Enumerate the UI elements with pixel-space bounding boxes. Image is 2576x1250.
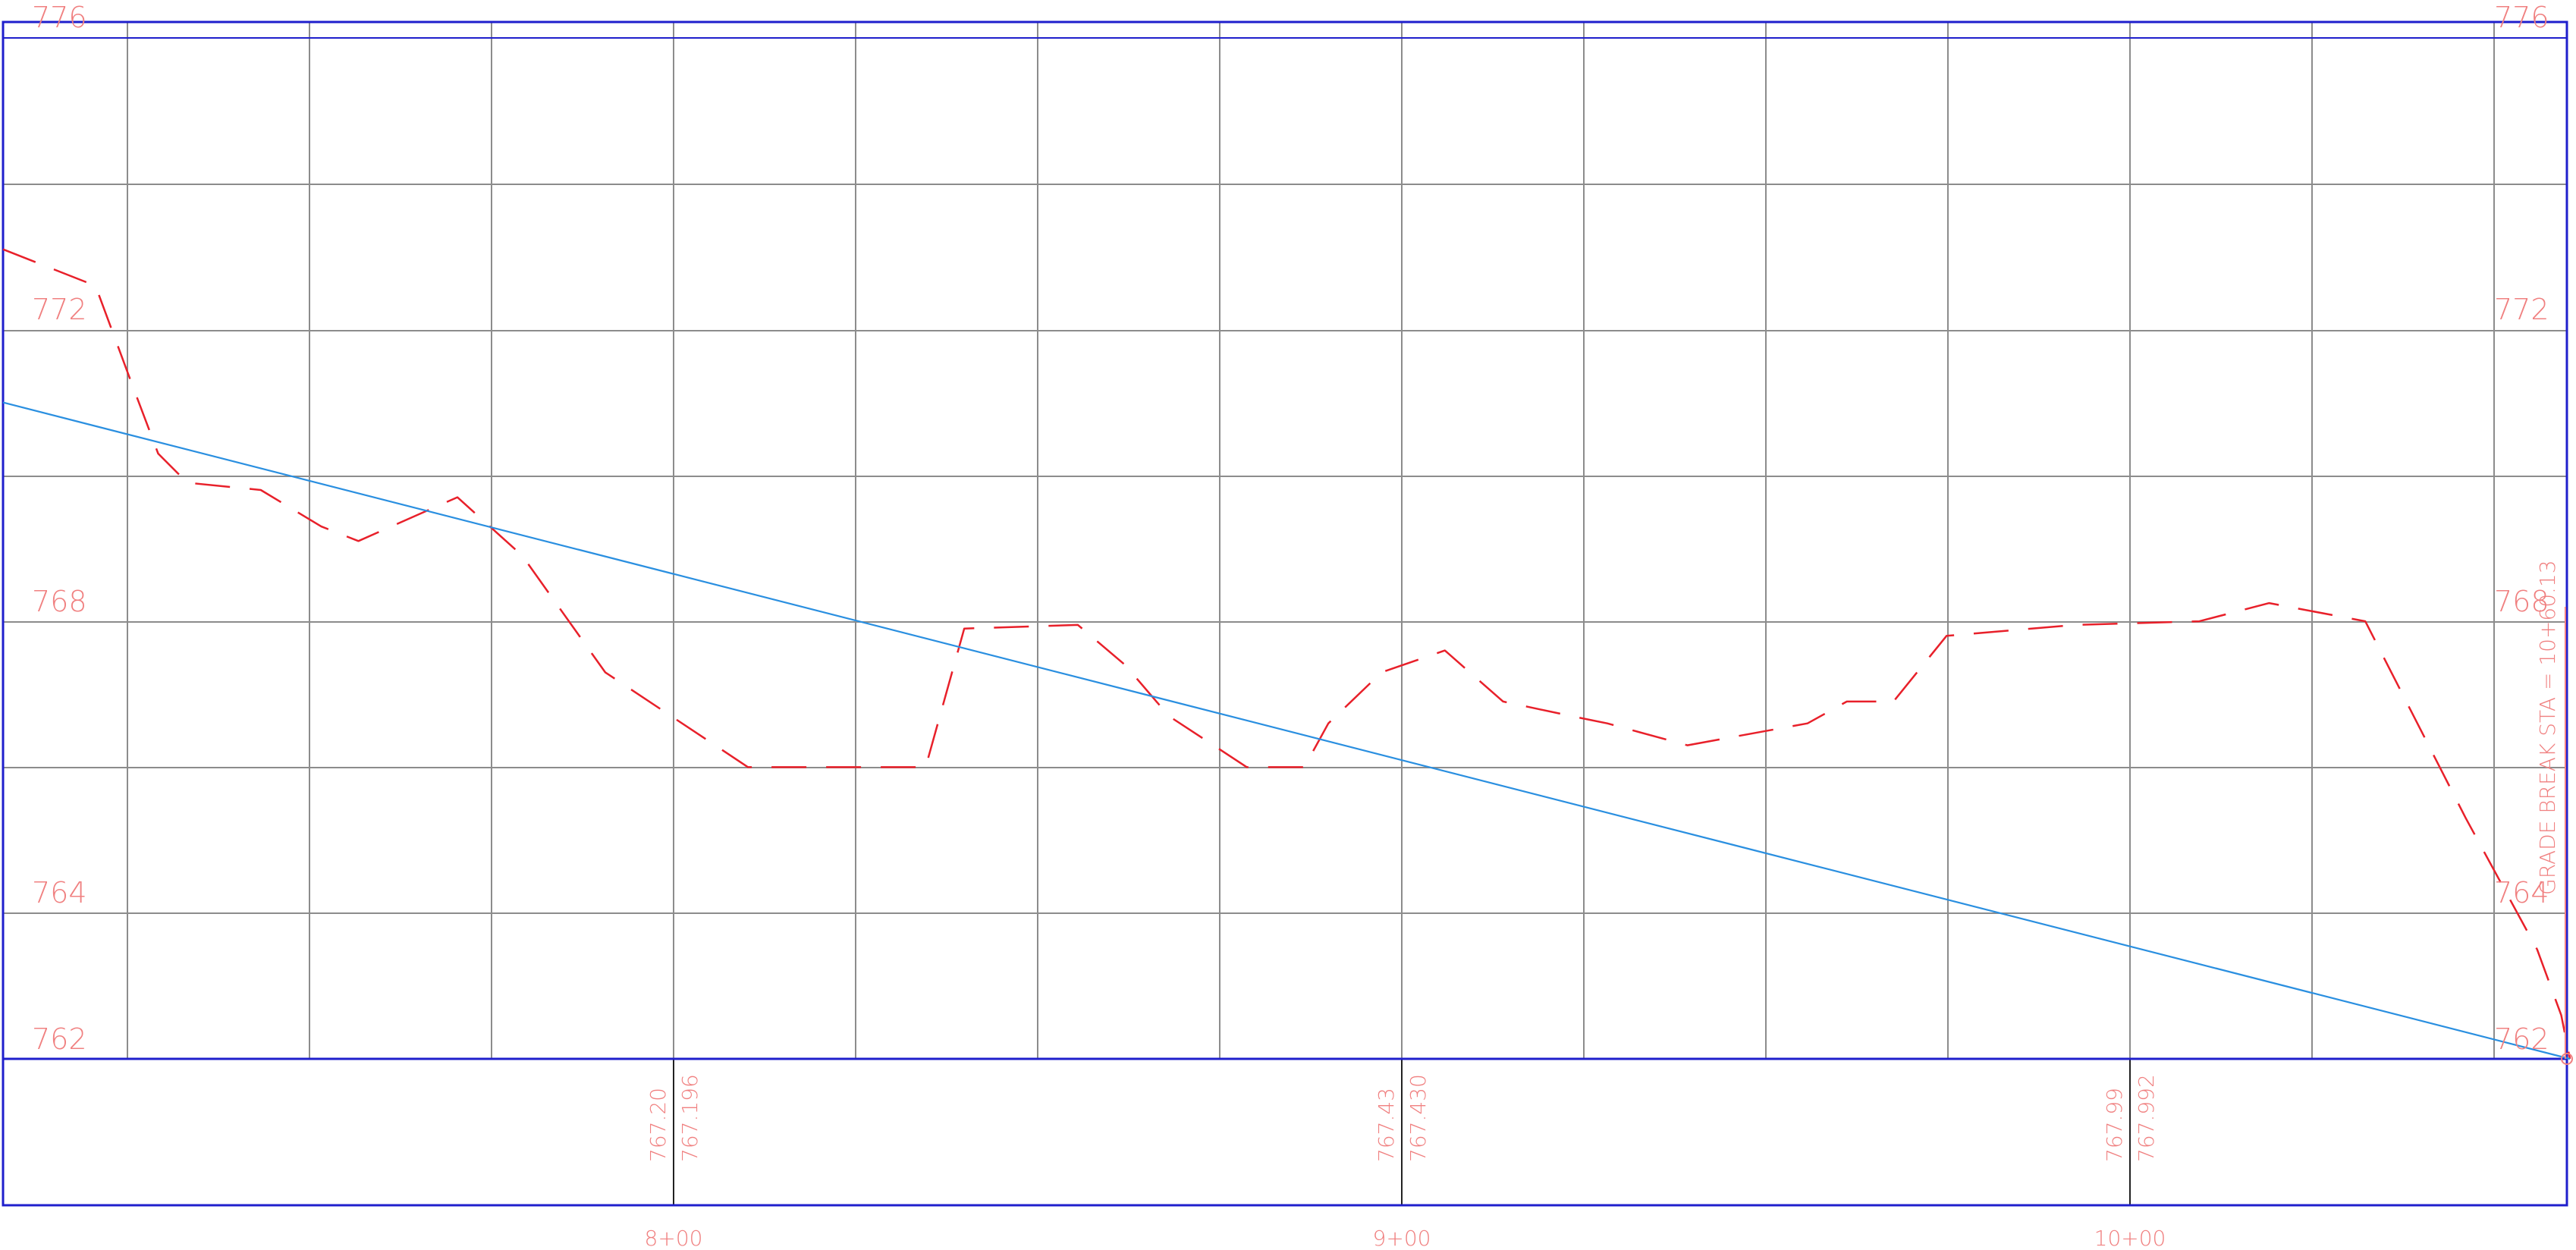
elev-label-right-772: 772 — [2494, 293, 2549, 326]
elev-label-left-768: 768 — [32, 585, 87, 618]
station-label: 8+00 — [645, 1226, 703, 1250]
existing-ground-line — [2, 248, 2571, 1060]
profile-series — [2, 248, 2571, 1060]
station-existing-elev: 767.99 — [2102, 1088, 2127, 1162]
grade-break-marker — [2561, 1053, 2573, 1065]
station-proposed-elev: 767.430 — [1406, 1074, 1431, 1162]
station-ticks — [673, 1059, 2131, 1205]
profile-frame — [2, 20, 2568, 1207]
station-label: 10+00 — [2094, 1226, 2166, 1250]
elev-label-right-776: 776 — [2494, 1, 2549, 34]
station-existing-elev: 767.20 — [646, 1088, 671, 1162]
station-label: 9+00 — [1373, 1226, 1431, 1250]
grid-lines — [3, 22, 2567, 1059]
elev-label-right-764: 764 — [2494, 876, 2549, 909]
station-existing-elev: 767.43 — [1374, 1088, 1399, 1162]
station-proposed-elev: 767.196 — [677, 1074, 702, 1162]
elev-label-right-768: 768 — [2494, 585, 2549, 618]
proposed-grade-line — [2, 401, 2571, 1060]
elev-label-left-772: 772 — [32, 293, 87, 326]
elev-label-left-762: 762 — [32, 1022, 87, 1056]
grade-break-label: GRADE BREAK STA = 10+60.13 — [2535, 560, 2560, 895]
station-proposed-elev: 767.992 — [2134, 1074, 2159, 1162]
elev-label-right-762: 762 — [2494, 1022, 2549, 1056]
elev-label-left-776: 776 — [32, 1, 87, 34]
elev-label-left-764: 764 — [32, 876, 87, 909]
